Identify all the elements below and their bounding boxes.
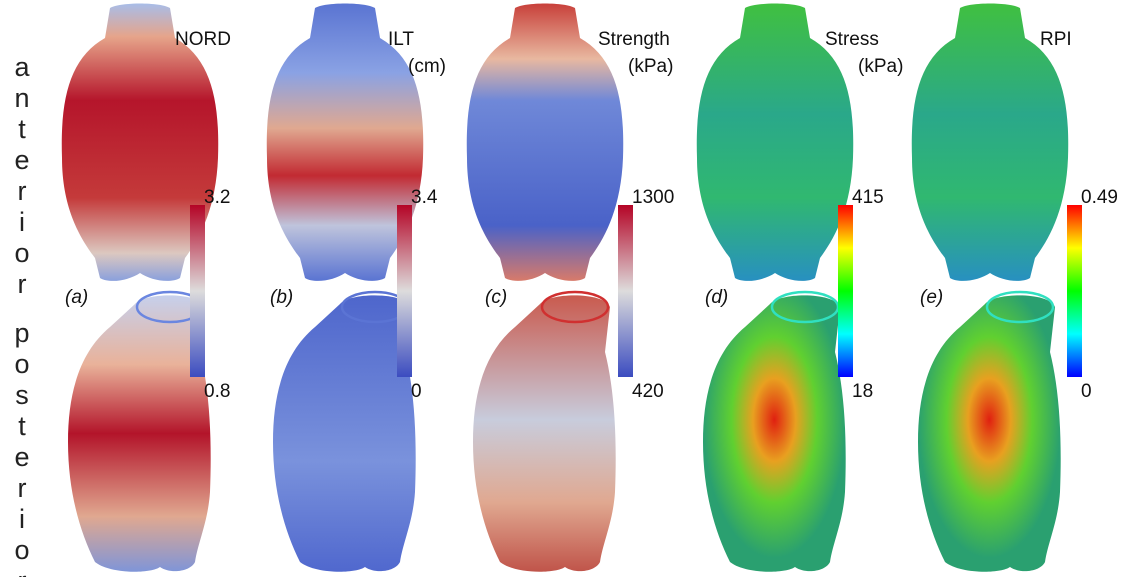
posterior-model [473,295,616,572]
colorbar-max: 3.2 [204,187,230,208]
panel-title: ILT [388,29,414,50]
anterior-model [911,3,1069,281]
colorbar-min: 0 [1081,381,1092,402]
panel-letter: (d) [705,287,728,308]
panel-title: NORD [175,29,231,50]
anterior-model [61,3,219,281]
colorbar-max: 0.49 [1081,187,1118,208]
vessel-opening [540,290,610,324]
row-label: posterior [7,318,37,577]
colorbar [838,205,853,377]
colorbar-min: 0 [411,381,422,402]
anterior-model [466,3,624,281]
anterior-model [696,3,854,281]
panel-title: Strength [598,29,670,50]
colorbar [618,205,633,377]
panel-letter: (b) [270,287,293,308]
panel-unit: (kPa) [628,56,673,77]
anterior-model [266,3,424,281]
panel-title: RPI [1040,29,1072,50]
panel-letter: (a) [65,287,88,308]
colorbar [397,205,412,377]
colorbar [190,205,205,377]
posterior-model [273,295,416,572]
colorbar-min: 0.8 [204,381,230,402]
colorbar-min: 18 [852,381,873,402]
vessel-opening [985,290,1055,324]
panel-title: Stress [825,29,879,50]
panel-letter: (c) [485,287,507,308]
colorbar-max: 415 [852,187,884,208]
posterior-model [703,295,846,572]
posterior-model [918,295,1061,572]
panel-unit: (kPa) [858,56,903,77]
posterior-model [68,295,211,572]
panel-letter: (e) [920,287,943,308]
panel-unit: (cm) [408,56,446,77]
colorbar-min: 420 [632,381,664,402]
row-label: anterior [7,52,37,300]
colorbar-max: 1300 [632,187,674,208]
colorbar [1067,205,1082,377]
colorbar-max: 3.4 [411,187,438,208]
